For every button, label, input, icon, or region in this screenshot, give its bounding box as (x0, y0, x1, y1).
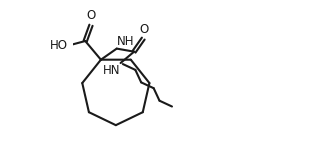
Text: HN: HN (102, 64, 120, 77)
Text: NH: NH (117, 35, 135, 48)
Text: O: O (86, 9, 96, 22)
Text: O: O (139, 23, 149, 36)
Text: HO: HO (50, 39, 68, 52)
